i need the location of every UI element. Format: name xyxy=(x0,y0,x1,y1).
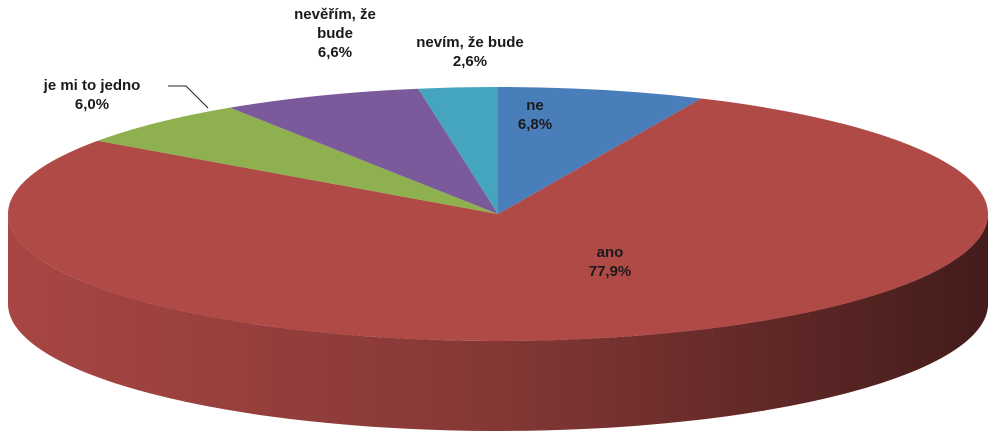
slice xyxy=(230,88,498,214)
slice-name: ne xyxy=(526,97,544,114)
slice-value: 6,8% xyxy=(517,116,553,133)
data-label: nevím, že bude 2,6% xyxy=(416,33,524,71)
slice-value: 77,9% xyxy=(588,263,632,280)
data-label: ano 77,9% xyxy=(589,243,632,281)
data-label: nevěřím, že bude 6,6% xyxy=(287,5,383,62)
slice-value: 6,0% xyxy=(74,96,110,113)
leader-line xyxy=(168,85,209,109)
slice xyxy=(97,107,498,214)
slice xyxy=(418,87,498,214)
slice-name: nevím, že bude xyxy=(416,34,524,51)
slice-name: je mi to jedno xyxy=(43,77,141,94)
data-label: je mi to jedno 6,0% xyxy=(44,76,141,114)
slice xyxy=(498,87,702,214)
slice-value: 6,6% xyxy=(317,44,353,61)
slice-value: 2,6% xyxy=(452,53,488,70)
data-label: ne 6,8% xyxy=(518,96,552,134)
slice-name: nevěřím, že bude xyxy=(294,6,376,42)
slice-side-shade xyxy=(8,214,988,431)
slice xyxy=(7,98,988,342)
slice-name: ano xyxy=(596,244,624,261)
